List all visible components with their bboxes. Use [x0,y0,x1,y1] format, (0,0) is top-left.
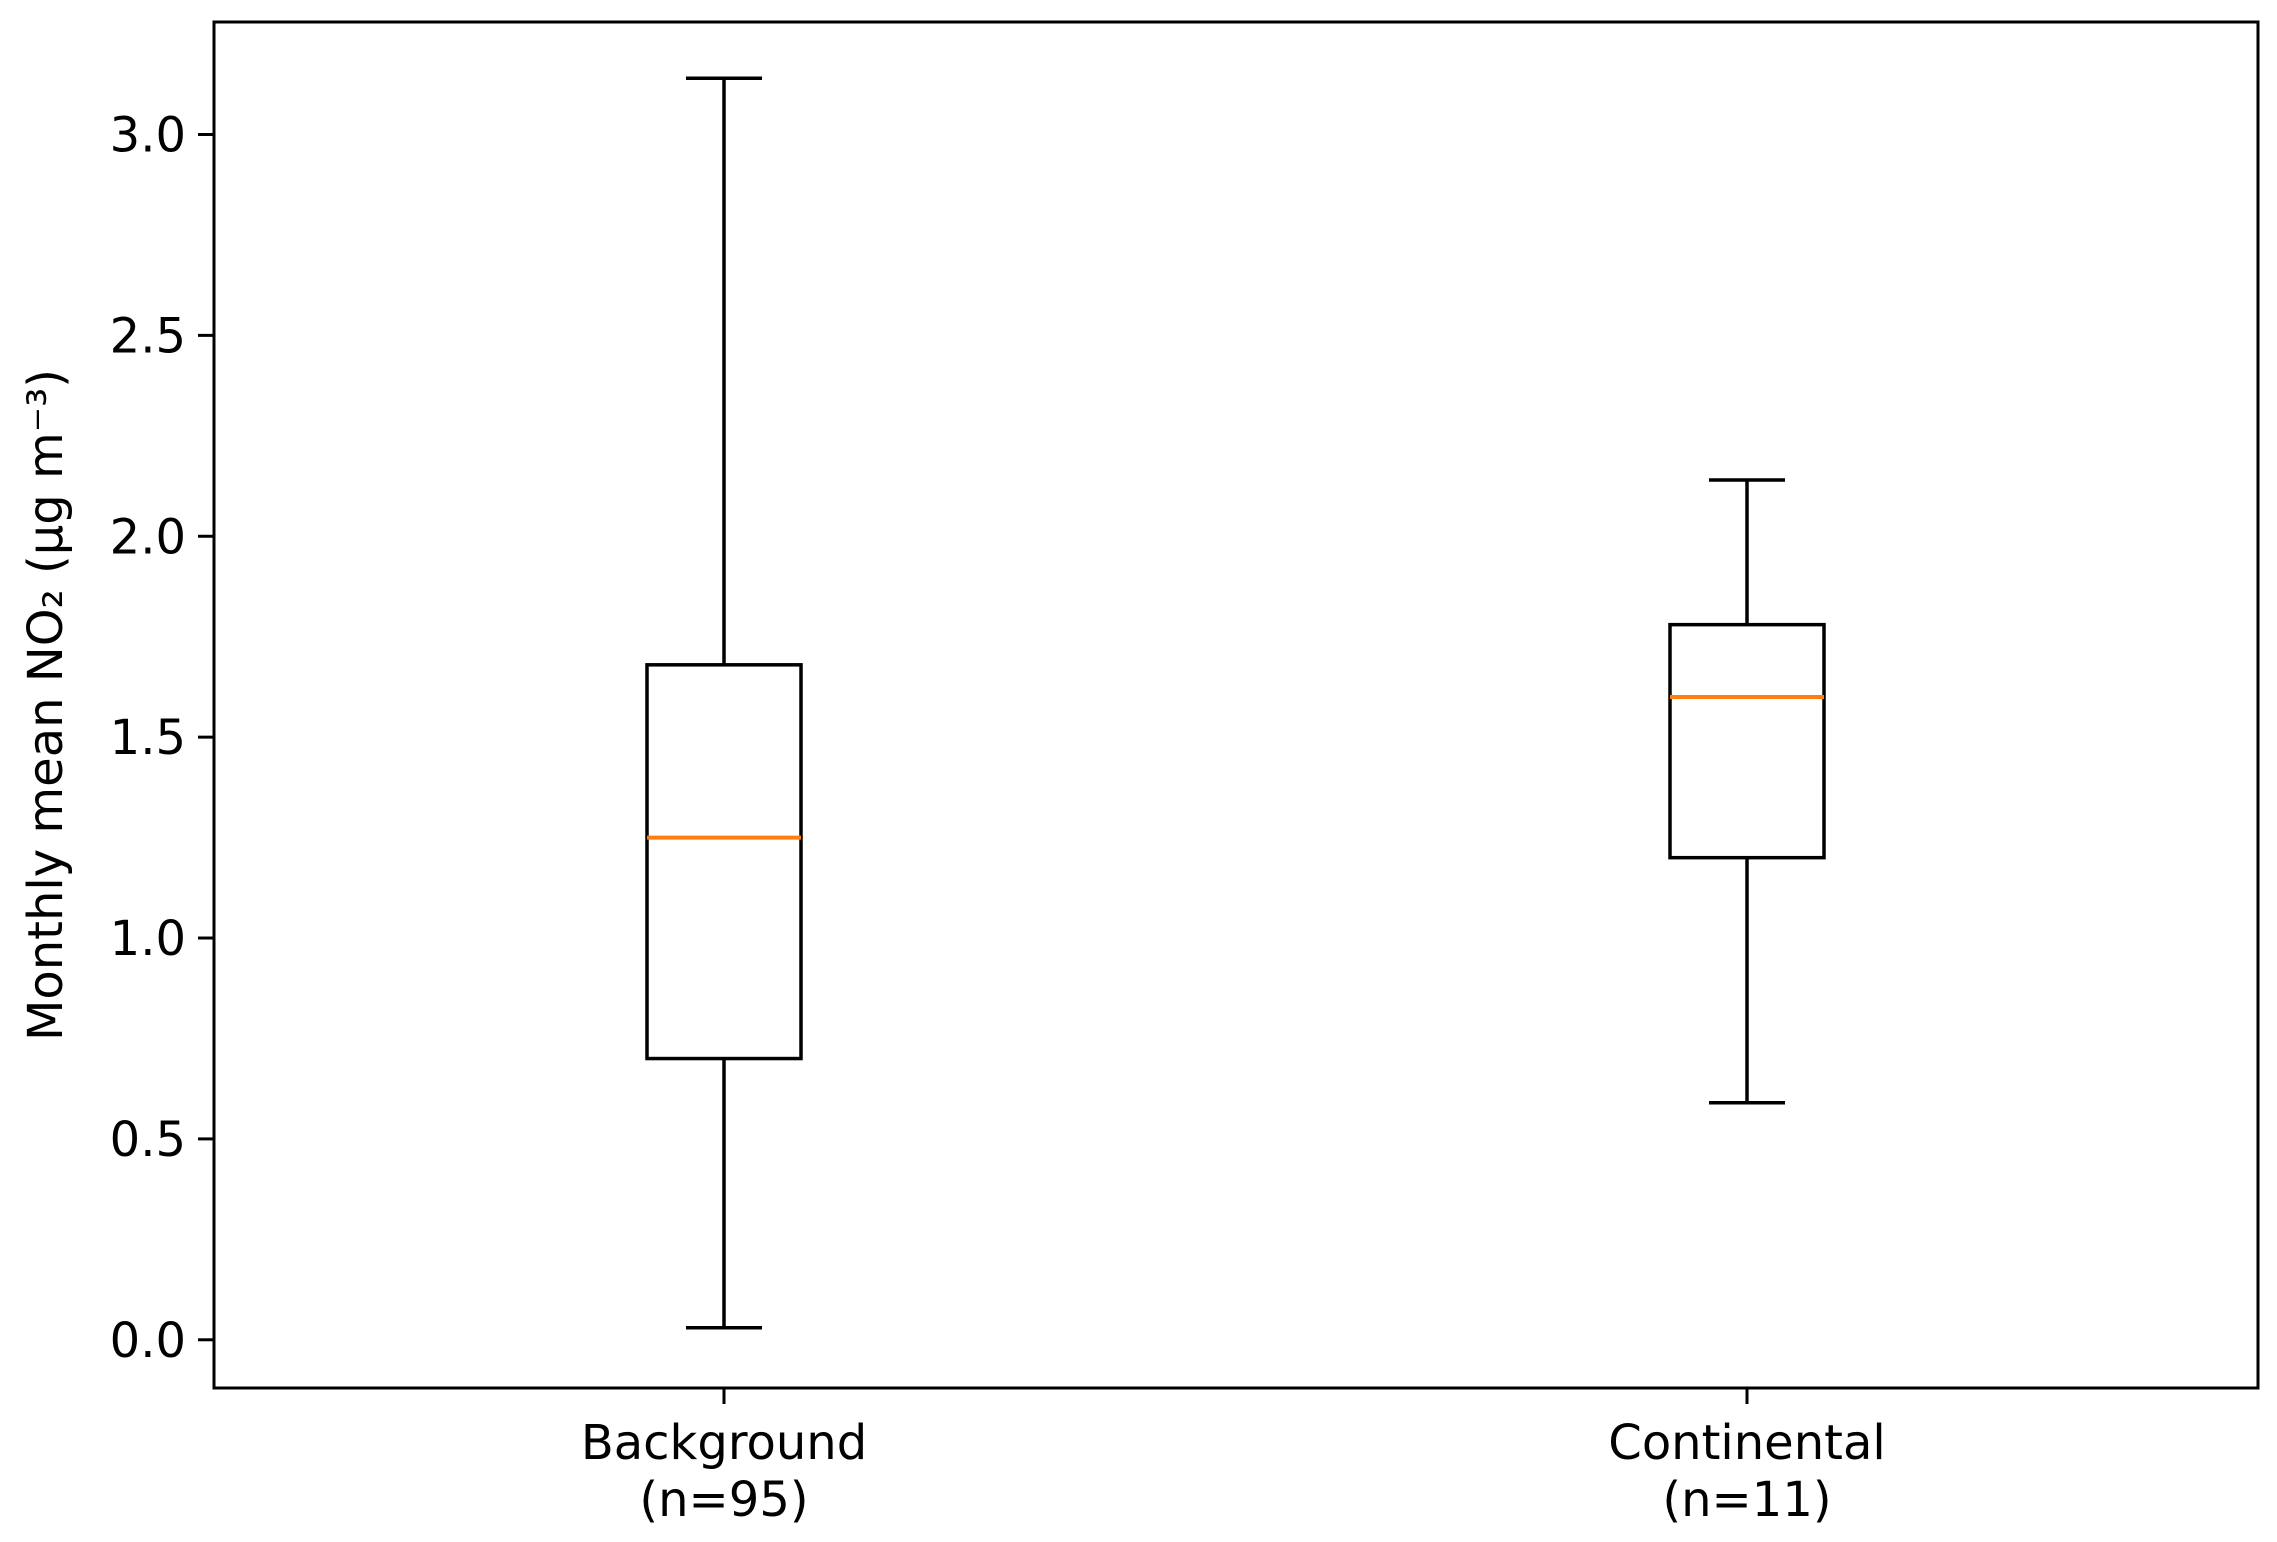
y-axis: 0.0 0.5 1.0 1.5 2.0 2.5 3.0 [110,107,214,1369]
x-tick-label: Continental [1608,1415,1885,1471]
y-tick-label: 2.5 [110,308,186,364]
y-tick-label: 2.0 [110,509,186,565]
plot-frame [212,20,2260,1390]
x-tick-sublabel: (n=95) [639,1472,808,1528]
y-tick-label: 0.0 [110,1313,186,1369]
box-background [645,76,803,1330]
y-axis-label: Monthly mean NO₂ (µg m⁻³) [18,369,74,1041]
y-tick-label: 1.5 [110,710,186,766]
box-iqr [645,663,803,1061]
box-group [645,76,1826,1330]
y-tick-label: 1.0 [110,911,186,967]
x-axis: Background(n=95) Continental(n=11) [581,1388,1886,1528]
box-iqr [1668,622,1826,860]
x-tick-label: Background [581,1415,867,1471]
x-tick-sublabel: (n=11) [1662,1472,1831,1528]
y-tick-label: 0.5 [110,1112,186,1168]
box-continental [1668,478,1826,1105]
y-tick-label: 3.0 [110,107,186,163]
